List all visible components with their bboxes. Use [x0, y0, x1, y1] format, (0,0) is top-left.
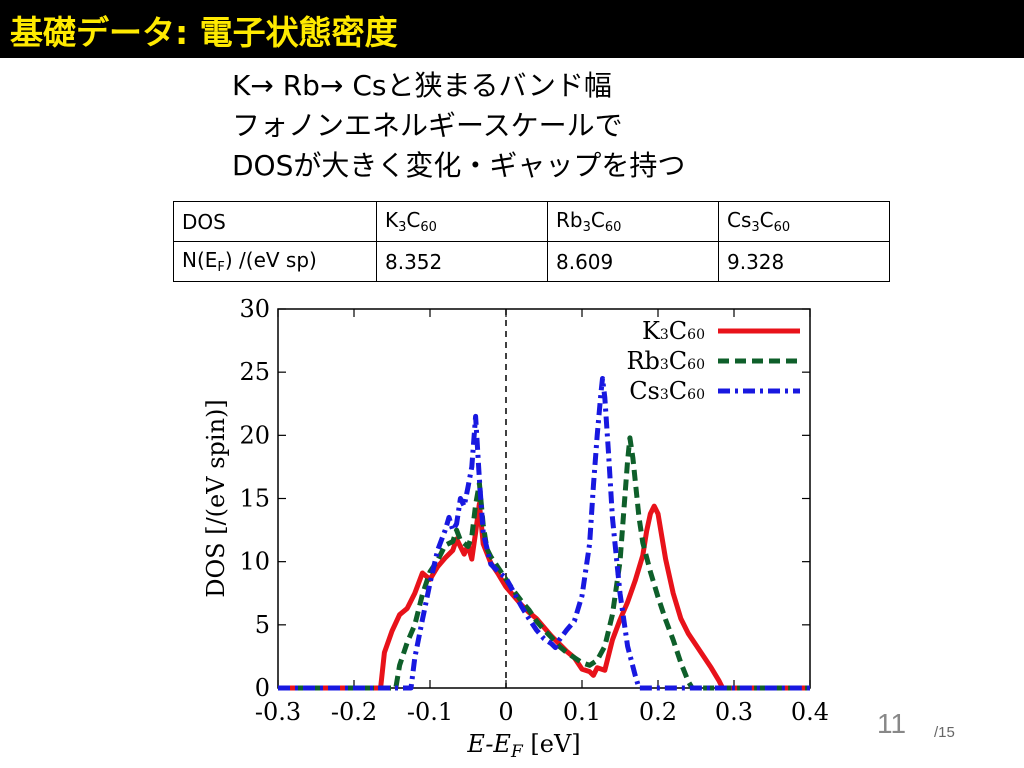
- x-tick-label: 0.3: [715, 698, 753, 726]
- table-row-label: N(EF) /(eV sp): [173, 241, 377, 282]
- table-header-label: DOS: [173, 201, 377, 242]
- x-tick-label: 0.2: [639, 698, 677, 726]
- table-header-row: DOS K3C60 Rb3C60 Cs3C60: [173, 201, 890, 242]
- series-line: [278, 501, 810, 691]
- page-total: /15: [934, 724, 955, 741]
- series-line: [278, 376, 810, 691]
- legend-label: K3C60: [642, 317, 705, 345]
- x-tick-label: -0.2: [331, 698, 377, 726]
- legend-label: Rb3C60: [626, 347, 705, 375]
- y-tick-label: 0: [255, 674, 270, 702]
- table-header-k3c60: K3C60: [376, 201, 548, 242]
- y-tick-label: 5: [255, 611, 270, 639]
- axis-ticks: -0.3 -0.2 -0.1 0 0.1 0.2 0.3 0.4 0 5 10 15 20 25 30: [239, 295, 829, 726]
- bullet-line: フォノンエネルギースケールで: [232, 109, 623, 142]
- slide-title: 基礎データ: 電子状態密度: [10, 13, 398, 52]
- y-tick-label: 30: [239, 295, 270, 323]
- x-tick-label: -0.3: [255, 698, 301, 726]
- table-header-cs3c60: Cs3C60: [718, 201, 890, 242]
- dos-table: DOS K3C60 Rb3C60 Cs3C60 N(EF) /(eV sp) 8…: [173, 201, 890, 282]
- y-tick-label: 15: [239, 485, 270, 513]
- bullet-line: K→ Rb→ Csと狭まるバンド幅: [232, 69, 612, 102]
- x-tick-label: 0.4: [791, 698, 829, 726]
- table-cell-rb3c60: 8.609: [547, 241, 719, 282]
- bullet-list: K→ Rb→ Csと狭まるバンド幅 フォノンエネルギースケールで DOSが大きく…: [232, 66, 685, 186]
- x-axis-label: E-EF [eV]: [466, 730, 580, 762]
- dos-chart: -0.3 -0.2 -0.1 0 0.1 0.2 0.3 0.4 0 5 10 15 20 25 30 K3…: [202, 295, 829, 762]
- series-line: [278, 435, 810, 691]
- table-row: N(EF) /(eV sp) 8.352 8.609 9.328: [173, 241, 890, 282]
- y-axis-label: DOS [/(eV spin)]: [202, 399, 230, 598]
- x-tick-label: 0: [498, 698, 513, 726]
- y-tick-label: 10: [239, 548, 270, 576]
- table-cell-cs3c60: 9.328: [718, 241, 890, 282]
- table-cell-k3c60: 8.352: [376, 241, 548, 282]
- x-tick-label: 0.1: [563, 698, 601, 726]
- legend-label: Cs3C60: [629, 377, 705, 405]
- title-bar: 基礎データ: 電子状態密度: [0, 0, 1024, 58]
- page-number: 11: [877, 708, 907, 739]
- bullet-line: DOSが大きく変化・ギャップを持つ: [232, 149, 686, 182]
- y-tick-label: 25: [239, 358, 270, 386]
- series-layer: [278, 376, 810, 691]
- table-header-rb3c60: Rb3C60: [547, 201, 719, 242]
- y-tick-label: 20: [239, 421, 270, 449]
- x-tick-label: -0.1: [407, 698, 453, 726]
